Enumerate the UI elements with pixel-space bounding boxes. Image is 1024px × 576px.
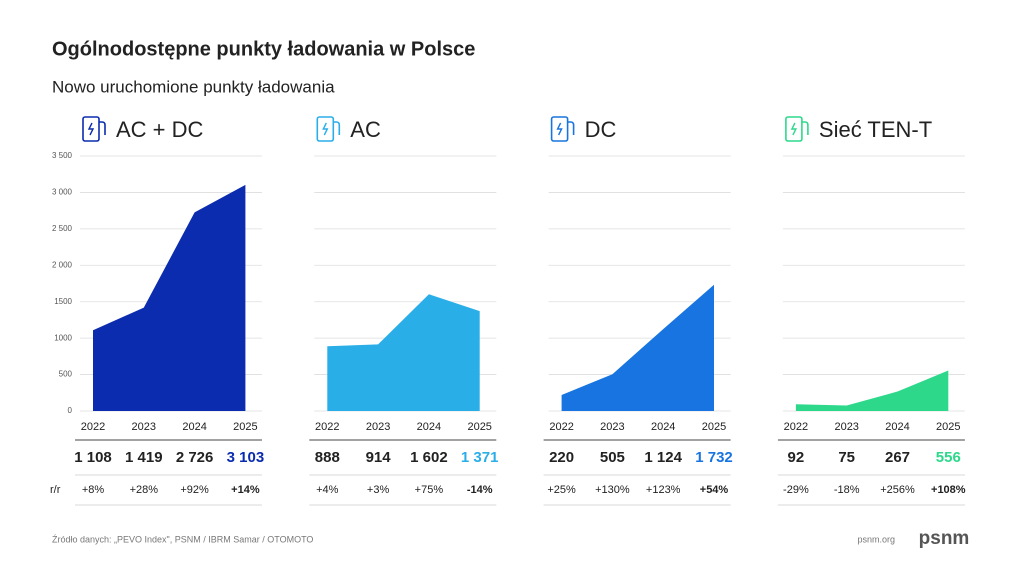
icon-bolt (87, 122, 95, 136)
title: Ogólnodostępne punkty ładowania w Polsce (52, 38, 475, 60)
change-label: +123% (646, 484, 681, 496)
y-tick-label: 3 500 (52, 151, 73, 160)
x-tick-label: 2023 (834, 421, 858, 433)
icon-plug (99, 121, 106, 135)
area (561, 284, 714, 411)
icon-plug (333, 121, 341, 135)
change-label: -29% (783, 484, 809, 496)
change-label: +4% (316, 484, 339, 496)
value-label: 505 (600, 449, 625, 466)
x-tick-label: 2024 (885, 421, 909, 433)
change-label: +8% (82, 484, 105, 496)
change-label: +3% (367, 484, 390, 496)
icon (550, 116, 575, 142)
x-tick-label: 2025 (936, 421, 960, 433)
icon (82, 116, 106, 142)
change-label: -14% (467, 484, 493, 496)
change-label: +130% (595, 484, 630, 496)
x-tick-label: 2022 (315, 421, 339, 433)
x-tick-label: 2023 (600, 421, 624, 433)
value-label: 1 419 (125, 449, 163, 466)
value-label: 914 (366, 449, 392, 466)
icon-body (550, 116, 569, 142)
change-label: +108% (931, 484, 966, 496)
y-tick-label: 0 (68, 406, 73, 415)
value-label: 1 124 (644, 449, 682, 466)
y-tick-label: 2 000 (52, 260, 73, 269)
chart-title: AC + DC (116, 117, 204, 142)
icon (785, 116, 809, 142)
change-label: +54% (700, 484, 729, 496)
value-label: 2 726 (176, 449, 214, 466)
icon-plug (567, 121, 575, 135)
x-tick-label: 2024 (182, 421, 206, 433)
x-tick-label: 2025 (702, 421, 726, 433)
x-tick-label: 2025 (233, 421, 257, 433)
x-tick-label: 2025 (467, 421, 491, 433)
change-label: +28% (130, 484, 159, 496)
change-label: -18% (834, 484, 860, 496)
value-label: 92 (788, 449, 805, 466)
website: psnm.org (857, 534, 895, 544)
area (795, 370, 949, 411)
icon-bolt (322, 122, 329, 136)
icon-bolt (556, 122, 563, 136)
change-label: +92% (180, 484, 209, 496)
value-label: 1 602 (410, 449, 448, 466)
x-tick-label: 2023 (132, 421, 156, 433)
value-label: 1 371 (461, 449, 499, 466)
change-label: +256% (880, 484, 915, 496)
logo: psnm (919, 528, 970, 549)
change-label: +25% (547, 484, 576, 496)
chart-title: DC (585, 117, 617, 142)
x-tick-label: 2022 (81, 421, 105, 433)
x-tick-label: 2024 (651, 421, 675, 433)
chart-title: AC (350, 117, 381, 142)
source: Źródło danych: „PEVO Index", PSNM / IBRM… (52, 534, 313, 544)
area (327, 294, 480, 411)
value-label: 1 732 (695, 449, 733, 466)
value-label: 556 (936, 449, 961, 466)
value-label: 267 (885, 449, 910, 466)
x-tick-label: 2022 (784, 421, 808, 433)
change-label: +75% (415, 484, 444, 496)
value-label: 3 103 (227, 449, 265, 466)
x-tick-label: 2023 (366, 421, 390, 433)
chart-title: Sieć TEN-T (819, 117, 932, 142)
value-label: 1 108 (74, 449, 112, 466)
y-tick-label: 1000 (54, 333, 72, 342)
icon-body (316, 116, 335, 142)
y-tick-label: 1500 (54, 297, 72, 306)
icon-plug (801, 121, 809, 135)
y-tick-label: 500 (59, 370, 73, 379)
icon-body (785, 116, 803, 142)
x-tick-label: 2022 (549, 421, 573, 433)
area (93, 184, 246, 411)
icon-body (82, 116, 100, 142)
yoy-label: r/r (50, 484, 61, 496)
y-tick-label: 3 000 (52, 188, 73, 197)
value-label: 888 (315, 449, 340, 466)
value-label: 75 (838, 449, 855, 466)
icon-bolt (790, 122, 798, 136)
value-label: 220 (549, 449, 574, 466)
subtitle: Nowo uruchomione punkty ładowania (52, 77, 335, 96)
x-tick-label: 2024 (417, 421, 441, 433)
y-tick-label: 2 500 (52, 224, 73, 233)
icon (316, 116, 341, 142)
change-label: +14% (231, 484, 260, 496)
